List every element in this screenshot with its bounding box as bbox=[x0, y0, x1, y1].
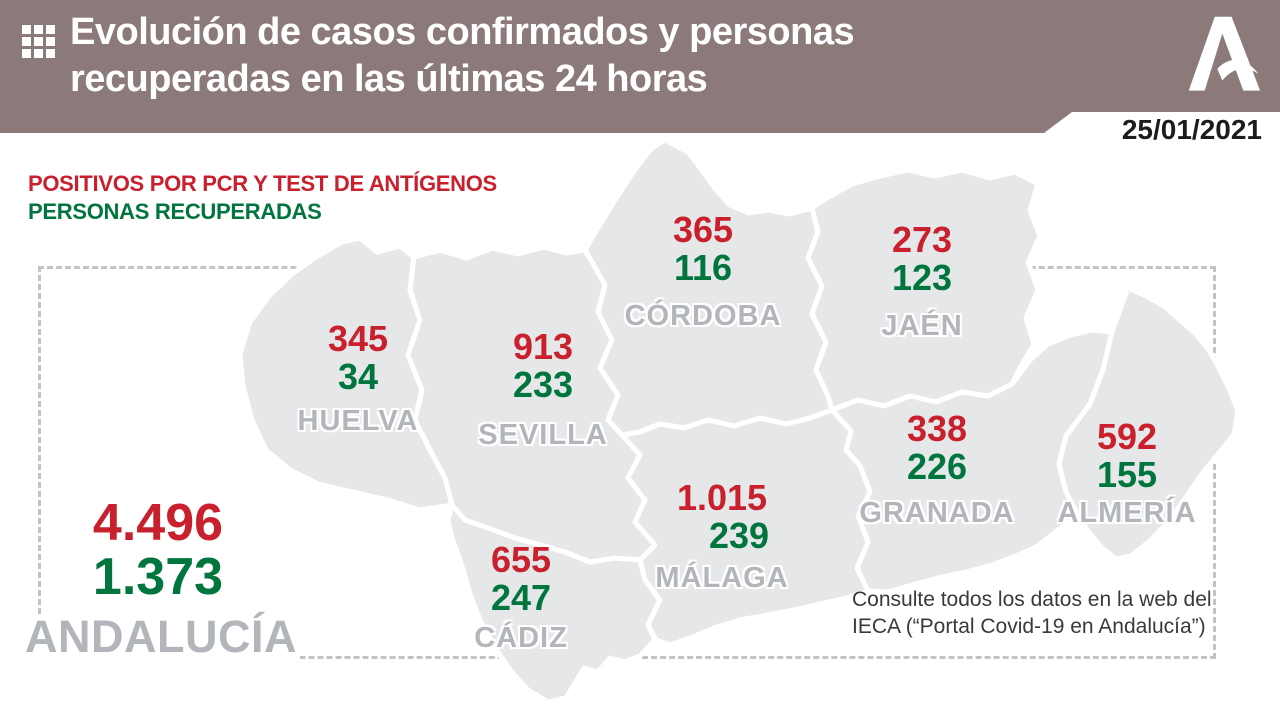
almeria-recovered: 155 bbox=[1096, 454, 1158, 495]
map-province-malaga bbox=[619, 407, 873, 648]
jaen-label: JAÉN bbox=[881, 310, 963, 342]
footer-note-line2: IECA (“Portal Covid-19 en Andalucía”) bbox=[852, 615, 1206, 638]
province-group-jaen: 273 123 JAÉN bbox=[881, 219, 963, 342]
total-group-andalucia: 4.496 1.373 ANDALUCÍA bbox=[22, 494, 300, 660]
cadiz-positives: 655 bbox=[490, 539, 552, 580]
map-province-almeria bbox=[1056, 285, 1241, 562]
cordoba-label: CÓRDOBA bbox=[624, 300, 782, 332]
cordoba-positives: 365 bbox=[672, 209, 734, 250]
huelva-recovered: 34 bbox=[337, 356, 379, 397]
province-group-almeria: 592 155 ALMERÍA bbox=[1057, 416, 1197, 529]
province-group-cordoba: 365 116 CÓRDOBA bbox=[624, 209, 782, 332]
almeria-label: ALMERÍA bbox=[1057, 497, 1197, 529]
province-group-sevilla: 913 233 SEVILLA bbox=[478, 326, 608, 451]
junta-de-andalucia-a-logo bbox=[1188, 16, 1261, 91]
legend: POSITIVOS POR PCR Y TEST DE ANTÍGENOS PE… bbox=[28, 170, 497, 226]
province-group-huelva: 345 34 HUELVA bbox=[297, 318, 419, 437]
map-province-cadiz bbox=[445, 502, 663, 705]
malaga-positives: 1.015 bbox=[676, 477, 768, 518]
granada-positives: 338 bbox=[906, 408, 968, 449]
page-title: Evolución de casos confirmados y persona… bbox=[70, 9, 855, 103]
legend-positives: POSITIVOS POR PCR Y TEST DE ANTÍGENOS bbox=[28, 171, 497, 196]
page-title-line2: recuperadas en las últimas 24 horas bbox=[70, 58, 708, 100]
jaen-positives: 273 bbox=[891, 219, 953, 260]
cordoba-recovered: 116 bbox=[673, 247, 733, 288]
granada-label: GRANADA bbox=[859, 497, 1015, 529]
sevilla-positives: 913 bbox=[512, 326, 574, 367]
date-label: 25/01/2021 bbox=[1121, 114, 1262, 145]
huelva-positives: 345 bbox=[327, 318, 389, 359]
sevilla-recovered: 233 bbox=[512, 364, 574, 405]
footer-note-line1: Consulte todos los datos en la web del bbox=[852, 588, 1212, 611]
map-province-jaen bbox=[805, 167, 1043, 413]
granada-recovered: 226 bbox=[906, 446, 968, 487]
province-group-granada: 338 226 GRANADA bbox=[859, 408, 1015, 529]
huelva-label: HUELVA bbox=[297, 405, 419, 437]
grid-icon bbox=[22, 25, 55, 58]
sevilla-label: SEVILLA bbox=[478, 419, 608, 451]
cadiz-label: CÁDIZ bbox=[474, 622, 568, 654]
legend-recovered: PERSONAS RECUPERADAS bbox=[28, 199, 322, 224]
province-group-malaga: 1.015 239 MÁLAGA bbox=[655, 477, 789, 594]
cadiz-recovered: 247 bbox=[490, 577, 552, 618]
province-group-cadiz: 655 247 CÁDIZ bbox=[474, 539, 568, 654]
andalucia-label: ANDALUCÍA bbox=[22, 614, 300, 660]
jaen-recovered: 123 bbox=[891, 257, 953, 298]
andalucia-positives: 4.496 bbox=[92, 494, 224, 552]
malaga-recovered: 239 bbox=[708, 515, 770, 556]
page-title-line1: Evolución de casos confirmados y persona… bbox=[70, 11, 855, 53]
andalucia-recovered: 1.373 bbox=[92, 548, 224, 606]
malaga-label: MÁLAGA bbox=[655, 562, 789, 594]
almeria-positives: 592 bbox=[1096, 416, 1158, 457]
footer-note: Consulte todos los datos en la web del I… bbox=[852, 586, 1212, 640]
header-bar bbox=[0, 0, 1280, 133]
